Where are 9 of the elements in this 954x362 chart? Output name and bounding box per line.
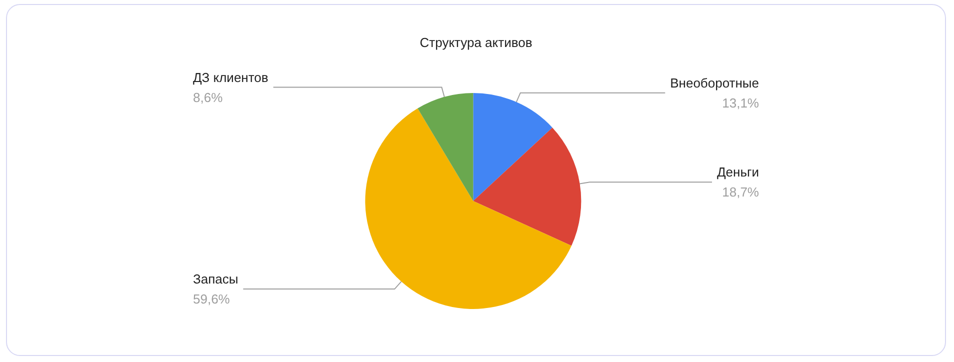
chart-title: Структура активов: [420, 35, 532, 50]
slice-label: Запасы: [193, 272, 238, 287]
data-label: 18,7%: [722, 184, 760, 200]
slice-label: Внеоборотные: [670, 75, 759, 90]
slice-label: Деньги: [717, 164, 759, 180]
data-label: 59,6%: [193, 292, 230, 307]
data-label: 13,1%: [722, 95, 760, 110]
slice-label: ДЗ клиентов: [193, 70, 268, 85]
data-label: 8,6%: [193, 90, 224, 105]
